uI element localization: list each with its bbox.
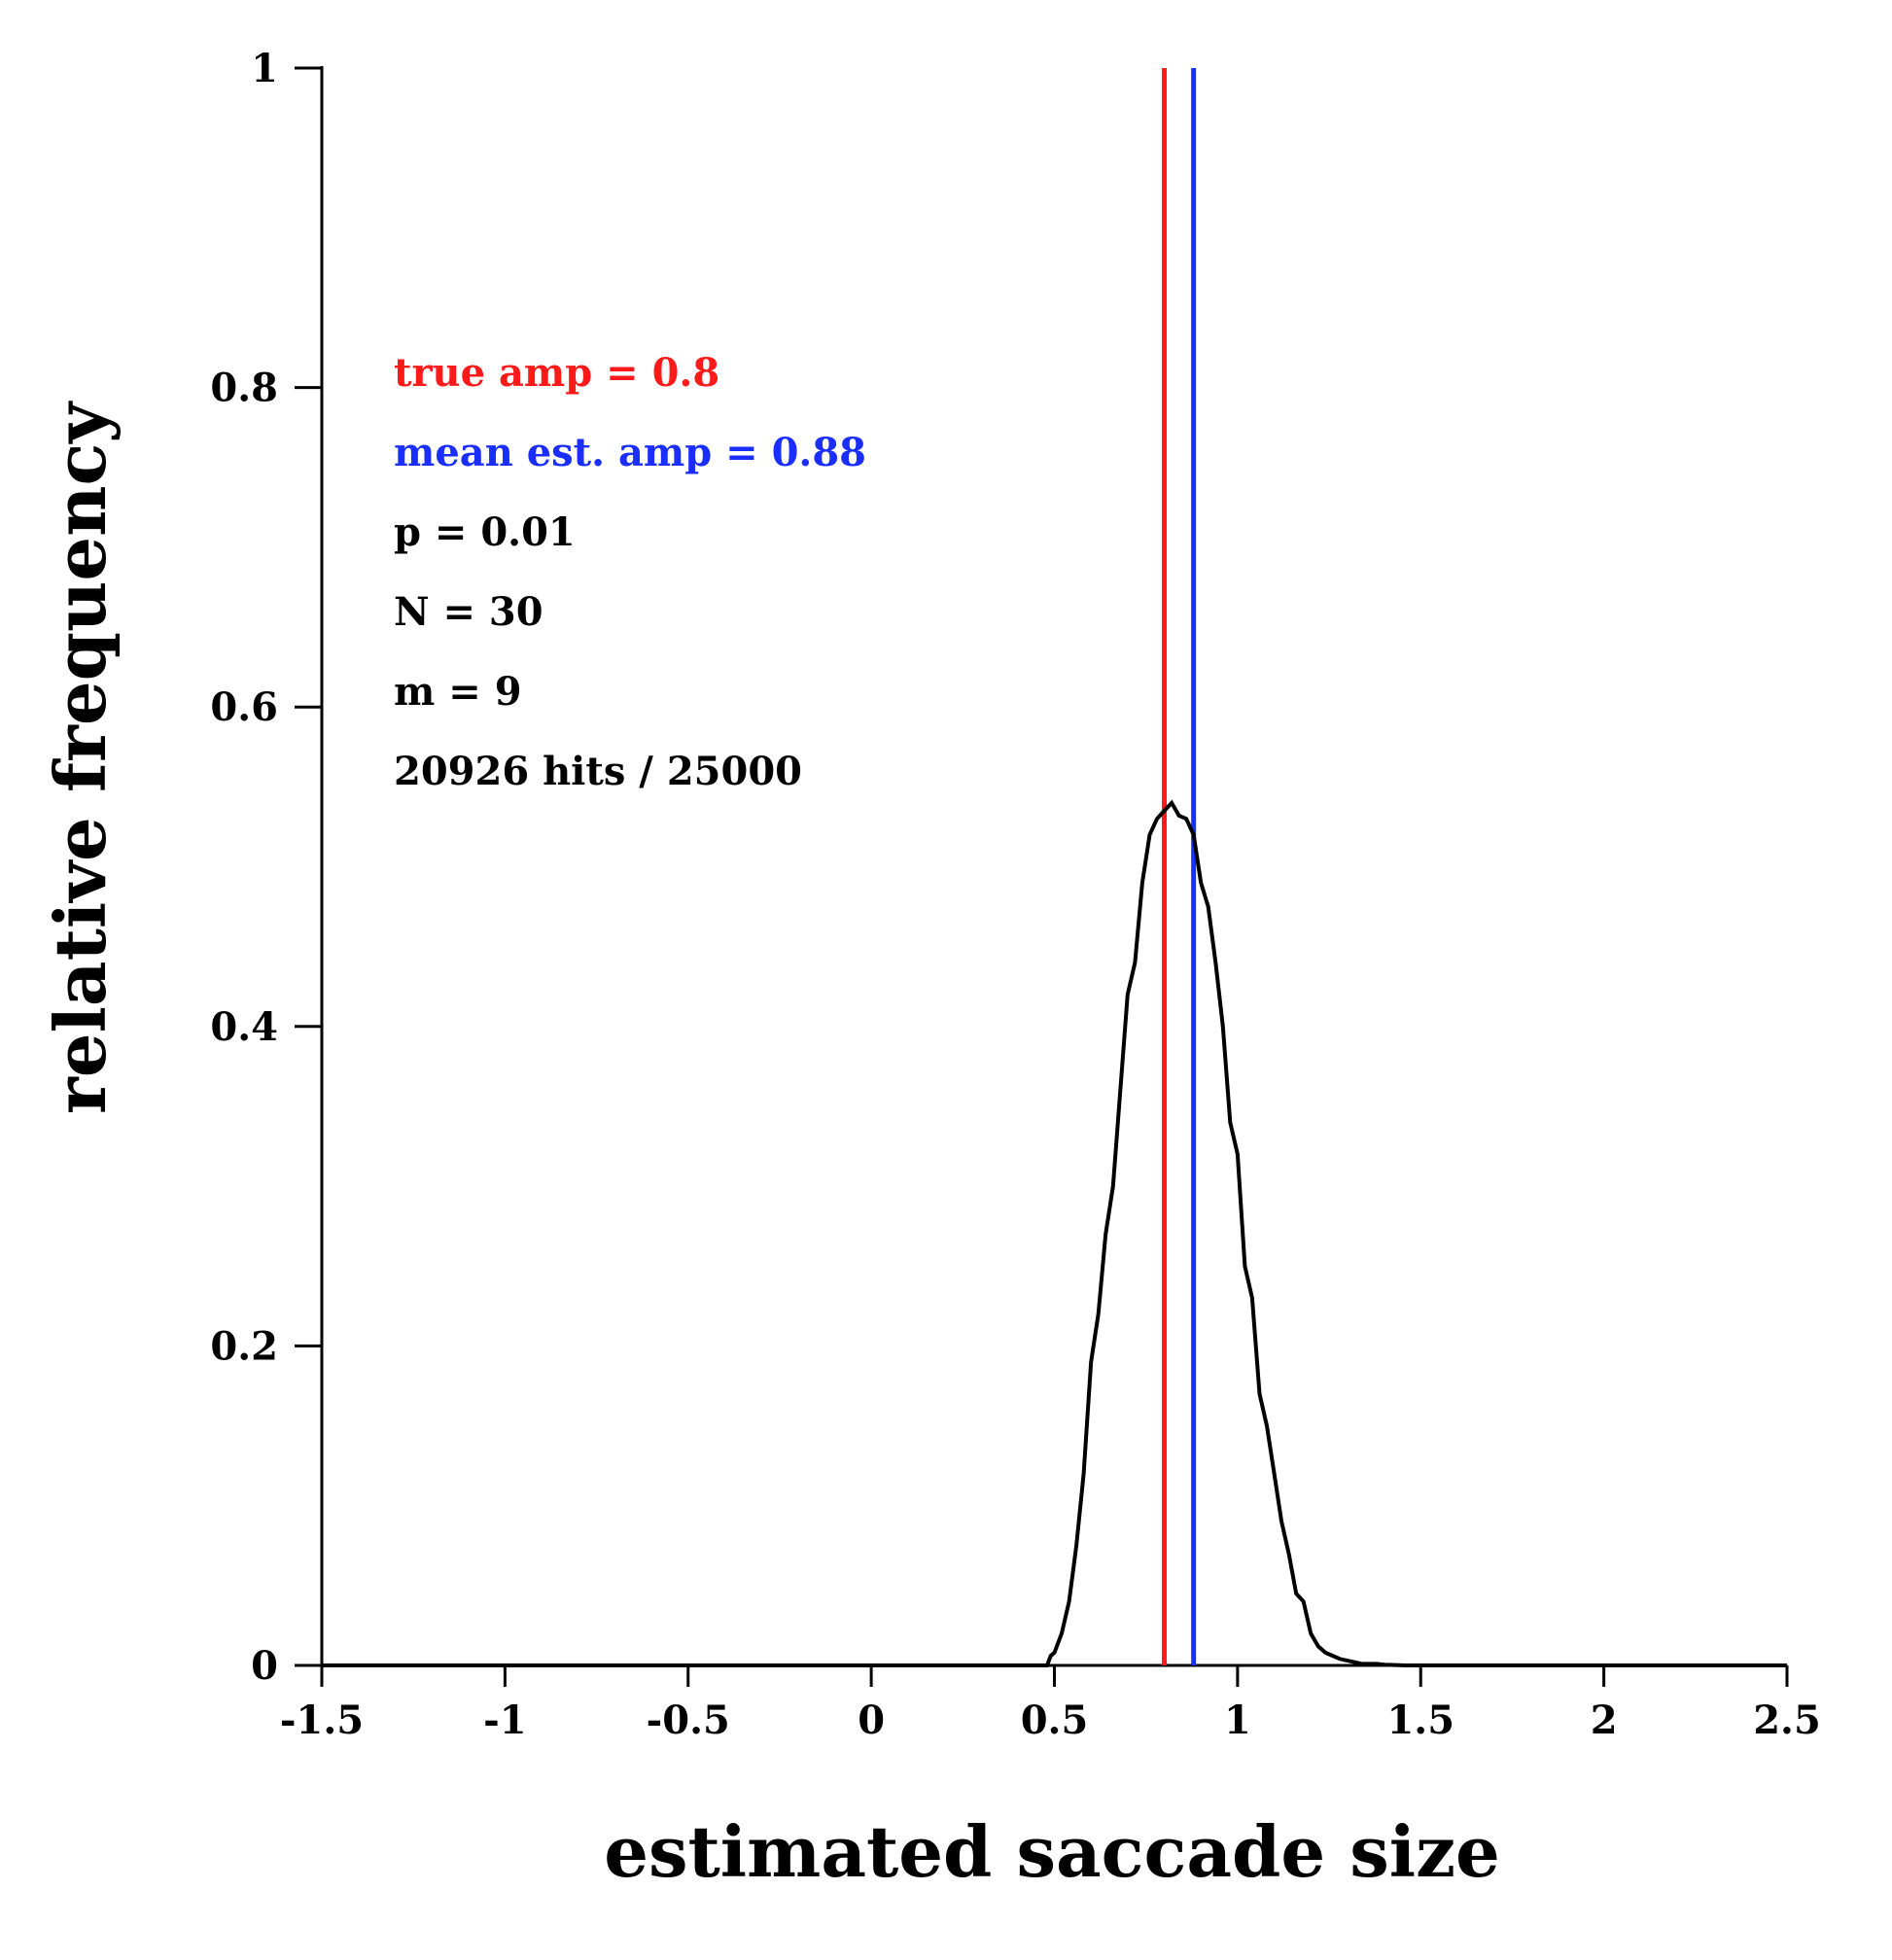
annotation-5: m = 9 [394,669,522,715]
x-tick-label: 1 [1224,1698,1251,1743]
y-tick-label: 0.4 [210,1004,278,1050]
x-tick-label: -0.5 [647,1698,730,1743]
annotations: true amp = 0.8 mean est. amp = 0.88 p = 0.… [394,350,866,794]
reference-lines [1165,68,1194,1665]
x-axis-title: estimated saccade size [604,1810,1500,1893]
annotation-4: N = 30 [394,589,543,635]
y-tick-label: 0.8 [210,366,278,411]
annotation-2: mean est. amp = 0.88 [394,430,866,475]
series-layer [322,803,1787,1665]
series-line-distribution [322,803,1787,1665]
y-tick-label: 0.2 [210,1323,278,1369]
y-tick-label: 1 [251,46,278,91]
x-tick-label: -1.5 [280,1698,364,1743]
y-tick-label: 0.6 [210,684,278,730]
x-tick-label: 1.5 [1386,1698,1454,1743]
x-tick-label: 2.5 [1753,1698,1821,1743]
x-tick-label: 0.5 [1021,1698,1089,1743]
x-tick-label: 2 [1591,1698,1618,1743]
annotation-6: 20926 hits / 25000 [394,749,802,794]
y-axis-title: relative frequency [39,401,122,1114]
x-tick-label: -1 [483,1698,526,1743]
annotation-3: p = 0.01 [394,509,576,555]
axes: -1.5 -1 -0.5 0 0.5 1 1.5 2 2.5 0 0.2 0.4 0.6 0.8 1 [210,46,1820,1743]
annotation-1: true amp = 0.8 [394,350,719,396]
x-tick-label: 0 [858,1698,885,1743]
y-tick-label: 0 [251,1643,278,1689]
